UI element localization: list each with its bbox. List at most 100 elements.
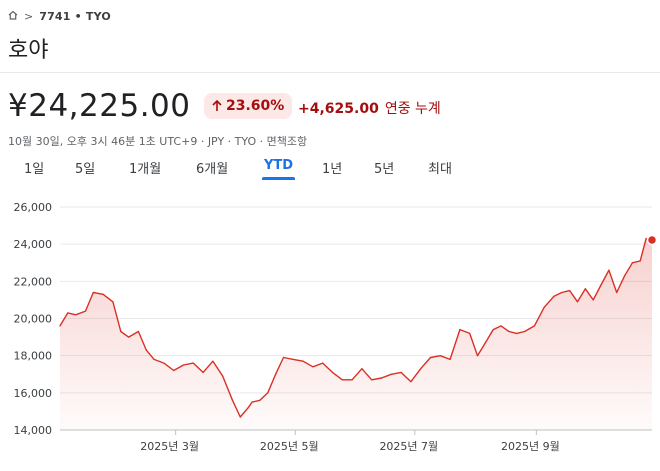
price-point (553, 295, 555, 297)
price-point (508, 330, 510, 333)
y-tick-label: 24,000 (14, 238, 53, 251)
current-price: ¥24,225.00 (8, 88, 191, 124)
price-point (128, 336, 130, 338)
price-point (576, 301, 579, 303)
price-point (584, 288, 586, 290)
price-point (569, 290, 571, 292)
tab-1y[interactable]: 1년 (322, 162, 343, 177)
price-point (331, 371, 334, 373)
amount-change: +4,625.00 연중 누계 (298, 98, 441, 118)
tab-1d[interactable]: 1일 (24, 162, 45, 177)
price-point (410, 381, 412, 383)
price-point (247, 407, 249, 409)
price-point (439, 355, 441, 357)
price-point (153, 358, 155, 360)
price-point (616, 291, 618, 294)
price-point (182, 364, 185, 366)
y-tick-label: 20,000 (14, 313, 53, 326)
x-tick-label: 2025년 7월 (379, 440, 438, 453)
tab-max[interactable]: 최대 (428, 162, 452, 177)
percent-change-badge: 23.60% (204, 93, 293, 119)
price-point (380, 377, 383, 379)
price-point (492, 329, 494, 331)
x-tick-label: 2025년 5월 (260, 440, 319, 453)
price-point (600, 284, 602, 286)
amount-change-value: +4,625.00 (298, 101, 379, 117)
price-point (469, 332, 471, 334)
price-point (145, 349, 147, 351)
price-point (631, 262, 633, 264)
last-price-dot (646, 234, 658, 246)
price-point (351, 379, 353, 381)
price-point (251, 401, 253, 403)
price-point (645, 237, 647, 240)
ticker-symbol[interactable]: 7741 • TYO (39, 10, 111, 23)
price-point (112, 301, 114, 303)
price-point (212, 360, 214, 362)
price-point (163, 362, 165, 364)
stock-name: 호야 (8, 38, 49, 63)
tab-1m[interactable]: 1개월 (129, 162, 162, 177)
tab-5y[interactable]: 5년 (374, 162, 395, 177)
price-point (543, 306, 545, 308)
price-point (361, 368, 363, 370)
y-axis-ticks: 26,000 24,000 22,000 20,000 18,000 16,000 14,0… (14, 201, 53, 437)
price-point (75, 314, 77, 316)
price-point (282, 356, 285, 359)
price-point (561, 291, 563, 294)
price-point (67, 312, 69, 314)
price-point (312, 366, 314, 368)
price-point (459, 329, 461, 331)
price-point (231, 399, 234, 401)
quote-meta: 10월 30일, 오후 3시 46분 1초 UTC+9 · JPY · TYO … (8, 135, 308, 148)
x-tick-label: 2025년 3월 (140, 440, 199, 453)
price-point (341, 379, 343, 381)
y-tick-label: 26,000 (14, 201, 53, 214)
price-point (449, 358, 451, 360)
price-point (533, 325, 535, 327)
price-point (59, 325, 61, 327)
price-point (292, 358, 294, 360)
price-point (523, 330, 526, 333)
price-point (137, 330, 140, 333)
price-point (476, 355, 479, 357)
price-chart[interactable]: 26,000 24,000 22,000 20,000 18,000 16,000 14,0… (0, 195, 660, 471)
chevron-right-icon: > (24, 10, 34, 23)
price-points (59, 237, 653, 418)
price-point (267, 392, 269, 394)
price-point (516, 332, 518, 334)
price-point (639, 260, 641, 262)
price-point (400, 371, 402, 373)
home-icon[interactable] (8, 10, 18, 23)
tab-ytd[interactable]: YTD (261, 158, 296, 180)
range-tabs: 1일 5일 1개월 6개월 YTD 1년 5년 최대 (0, 156, 660, 184)
price-point (192, 362, 194, 364)
price-point (592, 299, 594, 301)
x-tick-label: 2025년 9월 (501, 440, 560, 453)
price-point (322, 362, 324, 364)
price-point (84, 310, 87, 312)
percent-change-value: 23.60% (226, 98, 285, 114)
price-point (623, 275, 626, 277)
price-point (202, 371, 204, 373)
price-point (608, 269, 610, 271)
tab-5d[interactable]: 5일 (75, 162, 96, 177)
price-point (429, 356, 432, 359)
divider (0, 72, 660, 73)
y-tick-label: 14,000 (14, 424, 53, 437)
price-point (420, 368, 422, 370)
price-area (60, 238, 652, 430)
breadcrumb: > 7741 • TYO (8, 10, 111, 23)
price-point (222, 375, 224, 377)
price-point (500, 325, 502, 327)
price-point (92, 291, 94, 294)
price-point (120, 330, 122, 333)
price-point (275, 373, 277, 375)
tab-6m[interactable]: 6개월 (196, 162, 229, 177)
price-point (102, 293, 104, 295)
price-point (259, 399, 261, 401)
y-tick-label: 22,000 (14, 275, 53, 288)
price-point (239, 416, 241, 418)
x-axis-ticks: 2025년 3월 2025년 5월 2025년 7월 2025년 9월 (140, 430, 560, 453)
arrow-up-icon (212, 100, 222, 111)
